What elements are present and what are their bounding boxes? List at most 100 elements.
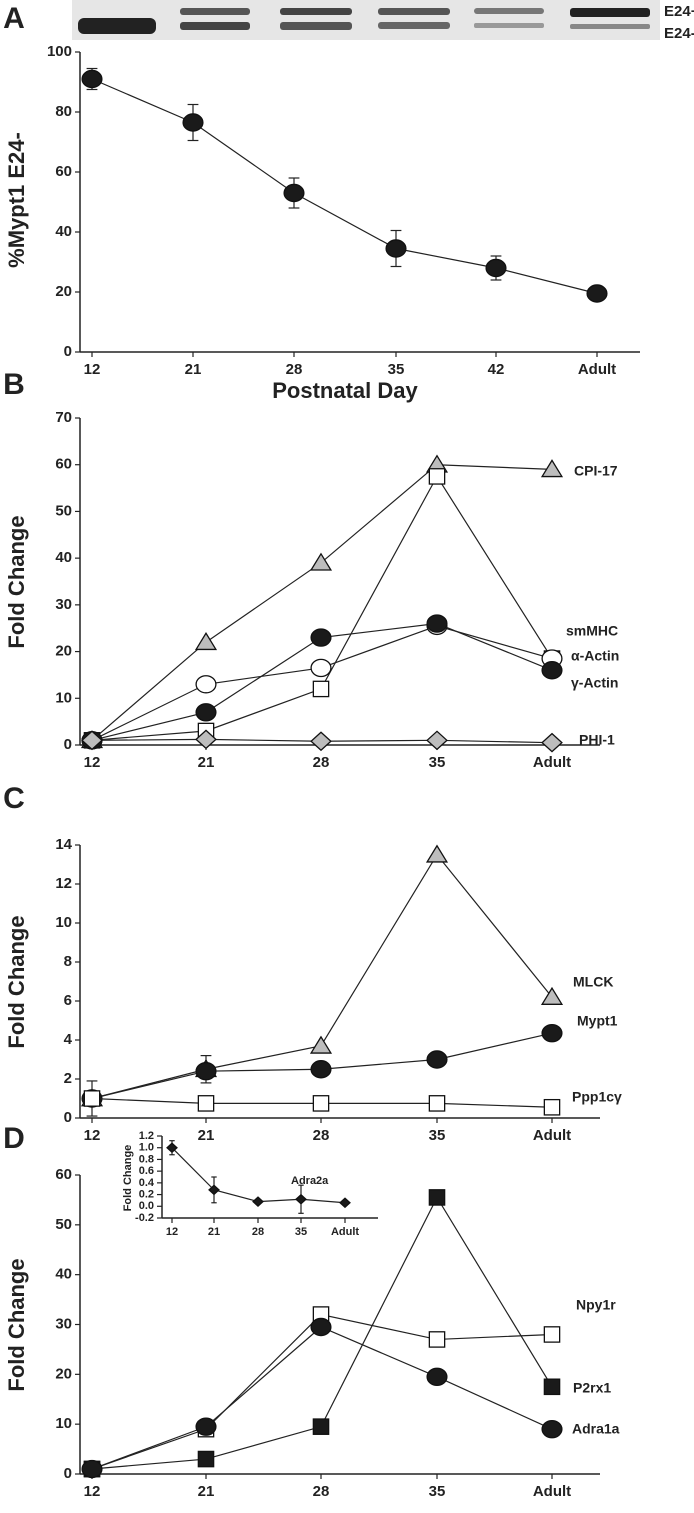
- x-tick-label: 21: [198, 1127, 215, 1144]
- marker: [541, 1023, 563, 1043]
- marker: [310, 658, 332, 678]
- x-tick-label: 35: [429, 1127, 446, 1144]
- series-label: MLCK: [573, 974, 613, 990]
- marker: [310, 628, 332, 647]
- series-label: Adra1a: [572, 1421, 620, 1437]
- x-tick-label: 28: [252, 1226, 264, 1238]
- y-tick-label: 0: [64, 736, 72, 753]
- marker: [208, 1184, 220, 1196]
- marker: [81, 1459, 103, 1479]
- marker: [310, 731, 332, 752]
- marker: [195, 1417, 217, 1436]
- y-tick-label: 50: [55, 502, 72, 519]
- y-tick-label: 80: [55, 103, 72, 120]
- y-axis-title: Fold Change: [122, 1145, 134, 1212]
- marker: [310, 1317, 332, 1337]
- gel-image: [72, 0, 660, 40]
- marker: [541, 732, 563, 753]
- marker: [312, 1095, 330, 1112]
- marker: [194, 631, 218, 651]
- x-tick-label: Adult: [533, 754, 571, 771]
- y-tick-label: 60: [55, 456, 72, 473]
- marker: [195, 675, 217, 694]
- y-tick-label: 10: [55, 689, 72, 706]
- y-tick-label: 100: [47, 43, 72, 60]
- series-label: Ppp1cγ: [572, 1089, 622, 1105]
- y-tick-label: 60: [55, 1166, 72, 1183]
- marker: [485, 258, 507, 278]
- series-line: [91, 475, 553, 741]
- y-tick-label: 10: [55, 1415, 72, 1432]
- y-tick-label: 40: [55, 549, 72, 566]
- y-axis-title: Fold Change: [4, 1258, 29, 1391]
- x-tick-label: 35: [429, 754, 446, 771]
- marker: [195, 703, 217, 722]
- marker: [310, 1060, 332, 1079]
- y-tick-label: 4: [64, 1031, 73, 1048]
- x-tick-label: 28: [313, 1483, 330, 1500]
- series-line: [91, 78, 598, 295]
- marker: [428, 1095, 446, 1112]
- x-tick-label: 28: [313, 1127, 330, 1144]
- y-tick-label: 20: [55, 643, 72, 660]
- marker: [426, 1050, 448, 1069]
- marker: [166, 1142, 178, 1154]
- x-tick-label: 21: [198, 754, 215, 771]
- x-tick-label: 35: [295, 1226, 307, 1238]
- marker: [540, 459, 564, 478]
- y-axis-title: Fold Change: [4, 915, 29, 1048]
- panel-label: C: [3, 782, 25, 815]
- marker: [252, 1196, 264, 1207]
- marker: [426, 614, 448, 633]
- marker: [309, 552, 333, 571]
- marker: [425, 844, 449, 863]
- y-tick-label: 6: [64, 992, 72, 1009]
- series-line: [91, 1313, 553, 1470]
- series-label: PHI-1: [579, 732, 615, 748]
- marker: [197, 1095, 215, 1112]
- y-tick-label: 40: [55, 1266, 72, 1283]
- x-tick-label: 12: [84, 361, 101, 378]
- marker: [195, 1061, 217, 1081]
- marker: [309, 1035, 333, 1054]
- series-label: P2rx1: [573, 1380, 611, 1396]
- y-tick-label: 0.4: [139, 1177, 155, 1189]
- y-tick-label: 12: [55, 875, 72, 892]
- marker: [540, 986, 564, 1005]
- y-tick-label: 8: [64, 953, 72, 970]
- x-tick-label: 21: [198, 1483, 215, 1500]
- marker: [195, 729, 217, 750]
- y-axis-title: %Mypt1 E24-: [4, 132, 29, 268]
- x-tick-label: Adult: [331, 1226, 359, 1238]
- series-label: Adra2a: [291, 1175, 329, 1187]
- marker: [586, 284, 608, 303]
- marker: [543, 1098, 561, 1116]
- x-tick-label: 28: [313, 754, 330, 771]
- y-tick-label: 20: [55, 1365, 72, 1382]
- marker: [541, 1419, 563, 1439]
- series-label: α-Actin: [571, 648, 619, 664]
- x-tick-label: Adult: [533, 1127, 571, 1144]
- y-tick-label: 1.0: [139, 1142, 154, 1154]
- x-axis-title: Postnatal Day: [272, 378, 418, 403]
- y-tick-label: 10: [55, 914, 72, 931]
- series-label: Mypt1: [577, 1013, 618, 1029]
- marker: [182, 113, 204, 132]
- marker: [428, 1331, 446, 1348]
- panel-label: D: [3, 1122, 25, 1155]
- marker: [541, 661, 563, 680]
- x-tick-label: 28: [286, 361, 303, 378]
- y-tick-label: -0.2: [135, 1212, 154, 1224]
- annotation: E24-: [664, 25, 694, 42]
- marker: [543, 1378, 561, 1396]
- y-tick-label: 0.0: [139, 1200, 154, 1212]
- y-tick-label: 60: [55, 163, 72, 180]
- marker: [385, 239, 407, 258]
- marker: [283, 183, 305, 203]
- marker: [339, 1197, 351, 1209]
- annotation: E24+: [664, 3, 694, 20]
- marker: [428, 468, 446, 485]
- y-tick-label: 1.2: [139, 1130, 154, 1142]
- marker: [81, 69, 103, 89]
- y-tick-label: 14: [55, 836, 72, 853]
